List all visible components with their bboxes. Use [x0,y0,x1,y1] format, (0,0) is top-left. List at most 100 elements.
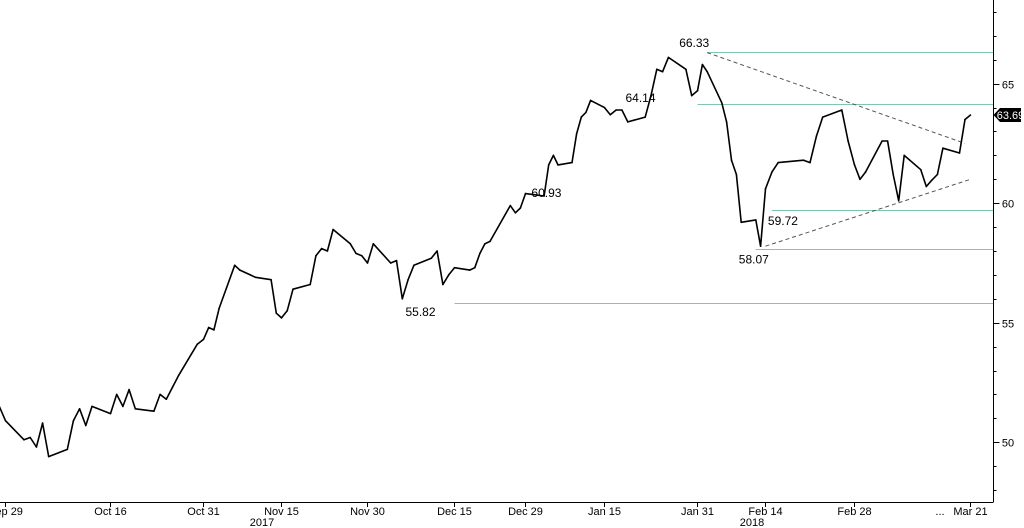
data-point [661,70,664,73]
data-point [696,90,699,92]
data-point [543,195,545,197]
data-point [207,326,210,329]
data-point [315,255,317,257]
x-tick-label: Dec 29 [508,506,543,518]
data-point [936,173,939,176]
x-tick-label: Oct 16 [94,506,126,518]
data-point [326,250,329,252]
data-point [85,424,87,427]
last-value-badge: 63.69 [993,108,1024,122]
data-point [430,257,433,260]
data-point [903,154,905,157]
data-point [128,388,130,391]
level-label: 64.14 [626,91,656,105]
data-point [759,245,762,247]
data-point [730,159,733,161]
data-point [254,276,257,279]
data-point [320,247,323,250]
data-point [395,259,398,262]
data-point [280,317,283,319]
y-tick-label: 50 [1002,438,1014,450]
data-point [332,228,334,231]
data-point [777,161,779,164]
data-point [841,109,843,111]
data-point [35,446,38,448]
data-point [815,135,818,138]
data-point [122,405,124,408]
data-point [721,102,723,104]
y-axis-ticks: 50 55 60 65 [993,12,1014,491]
data-point [233,264,236,267]
data-point [969,114,972,116]
last-value-label: 63.69 [997,110,1024,122]
data-point [489,240,491,243]
level-label: 58.07 [739,252,769,266]
data-point [78,408,81,410]
data-point [213,329,215,331]
data-point [706,70,708,73]
data-point [286,310,289,312]
y-tick-label: 65 [1002,80,1014,92]
price-line [0,56,972,458]
trendlines [707,52,971,247]
data-point [644,116,646,118]
data-point [755,219,757,221]
data-point [153,410,155,413]
data-point [72,419,75,422]
y-tick-label: 55 [1002,319,1014,331]
data-point [514,212,517,214]
last-value-box [993,108,1021,122]
price-series [0,56,972,458]
data-point [931,179,933,181]
data-point [701,63,704,66]
data-point [585,111,587,114]
data-point [239,269,241,271]
data-point [627,121,629,123]
data-point [275,312,278,315]
axes [0,0,994,503]
data-point [575,133,578,135]
data-point [389,262,392,264]
data-point [802,159,805,161]
data-point [557,164,559,166]
data-point [474,266,476,269]
data-point [361,255,363,257]
data-point [886,140,889,142]
data-point [740,221,742,224]
data-point [667,56,670,59]
x-tick-label: Jan 31 [681,506,714,518]
data-point [372,243,375,245]
data-point [615,109,617,111]
data-point [685,68,687,71]
data-point [524,192,527,195]
year-label: 2017 [250,517,274,528]
data-point [892,173,894,176]
level-label: 59.72 [768,214,798,228]
trendline [707,52,966,144]
data-point [115,393,118,396]
y-tick-label: 60 [1002,199,1014,211]
data-point [725,121,728,123]
data-point [764,188,767,190]
x-tick-label: Sep 29 [0,506,23,518]
point-label: 60.93 [531,186,561,200]
x-tick-label: Nov 15 [264,506,299,518]
data-point [196,343,199,346]
year-labels: 2017 2018 [250,517,764,528]
data-point [859,178,861,181]
data-point [407,278,409,281]
data-point [964,118,966,121]
data-point [453,266,456,269]
data-point [552,154,555,157]
data-point [109,412,112,415]
data-point [925,185,928,188]
x-tick-label: Feb 28 [837,506,871,518]
data-point [292,288,294,291]
x-axis-ticks: Sep 29 Oct 16 Oct 31 Nov 15 Nov 30 Dec 15 Dec … [0,502,988,518]
data-point [41,422,44,424]
data-point [244,271,246,274]
level-label: 66.33 [679,36,709,50]
data-point [159,393,161,396]
data-point [571,161,573,164]
